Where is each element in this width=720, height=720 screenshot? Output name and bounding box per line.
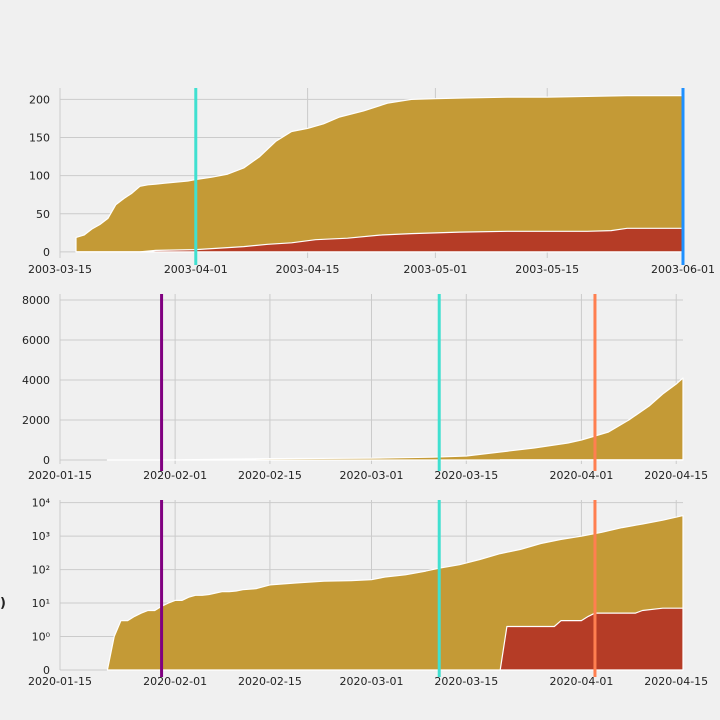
x-tick-label: 2020-03-01 — [340, 675, 404, 688]
y-tick-label: 200 — [29, 93, 50, 106]
y-tick-label: 10⁴ — [32, 497, 51, 510]
y-tick-label: 0 — [43, 454, 50, 467]
x-tick-label: 2020-02-01 — [143, 469, 207, 482]
y-tick-label: 2000 — [22, 414, 50, 427]
y-tick-label: 10² — [32, 564, 50, 577]
x-tick-label: 2003-04-15 — [276, 263, 340, 276]
y-tick-label: 150 — [29, 132, 50, 145]
x-tick-label: 2020-01-15 — [28, 675, 92, 688]
x-tick-label: 2020-02-01 — [143, 675, 207, 688]
x-tick-label: 2020-03-15 — [434, 675, 498, 688]
x-tick-label: 2020-04-01 — [549, 675, 613, 688]
x-tick-label: 2003-05-01 — [403, 263, 467, 276]
x-tick-label: 2020-04-01 — [549, 469, 613, 482]
y-tick-label: 4000 — [22, 374, 50, 387]
y-tick-label: 50 — [36, 208, 50, 221]
y-tick-label: 6000 — [22, 334, 50, 347]
y-tick-label: 0 — [43, 246, 50, 259]
x-tick-label: 2020-03-15 — [434, 469, 498, 482]
y-tick-label: 10⁰ — [32, 631, 51, 644]
x-tick-label: 2003-04-01 — [164, 263, 228, 276]
y-tick-label: 10³ — [32, 530, 50, 543]
clipped-axis-label: ) — [0, 596, 6, 611]
x-tick-label: 2020-02-15 — [238, 469, 302, 482]
y-tick-label: 8000 — [22, 294, 50, 307]
x-tick-label: 2003-06-01 — [651, 263, 715, 276]
x-tick-label: 2020-03-01 — [340, 469, 404, 482]
x-tick-label: 2020-04-15 — [644, 469, 708, 482]
x-tick-label: 2003-05-15 — [515, 263, 579, 276]
x-tick-label: 2003-03-15 — [28, 263, 92, 276]
x-tick-label: 2020-02-15 — [238, 675, 302, 688]
y-tick-label: 10¹ — [32, 597, 50, 610]
x-tick-label: 2020-01-15 — [28, 469, 92, 482]
y-tick-label: 100 — [29, 170, 50, 183]
x-tick-label: 2020-04-15 — [644, 675, 708, 688]
